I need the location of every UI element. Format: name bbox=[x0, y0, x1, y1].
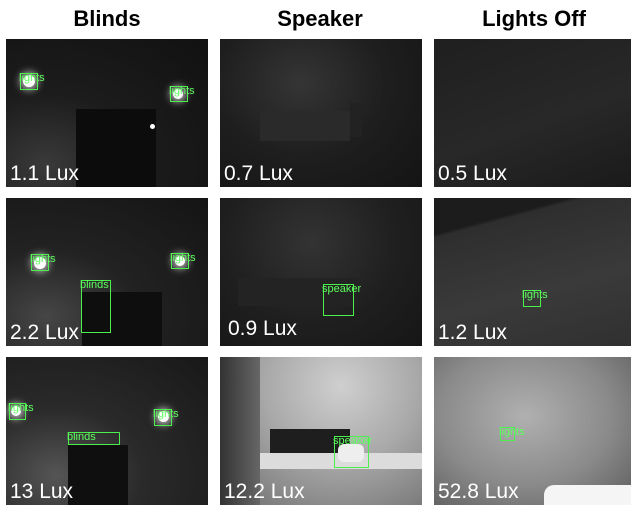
detection-label: lights bbox=[153, 408, 179, 420]
window-shape bbox=[76, 109, 156, 187]
light-glow bbox=[175, 256, 185, 266]
light-glow bbox=[150, 124, 155, 129]
light-glow bbox=[11, 406, 21, 416]
wall-shape bbox=[220, 357, 260, 505]
detection-box: lights bbox=[522, 289, 548, 307]
column-title-lights-off: Lights Off bbox=[482, 6, 586, 31]
detection-label: lights bbox=[19, 72, 45, 84]
lux-reading: 12.2 Lux bbox=[224, 480, 305, 503]
detection-label: lights bbox=[169, 85, 195, 97]
detection-box: lights bbox=[30, 253, 56, 271]
detection-box: lights bbox=[19, 72, 45, 90]
light-glow bbox=[34, 257, 46, 269]
image-tile-speaker-row2: speaker 0.9 Lux bbox=[220, 198, 422, 346]
lux-reading: 2.2 Lux bbox=[10, 321, 79, 344]
detection-label: blinds bbox=[67, 431, 96, 443]
detection-box: blinds bbox=[80, 279, 111, 333]
lux-reading: 0.9 Lux bbox=[228, 317, 297, 340]
bright-patch-shape bbox=[544, 485, 631, 505]
image-tile-blinds-row2: lights lights blinds 2.2 Lux bbox=[6, 198, 208, 346]
figure-shape bbox=[350, 103, 362, 137]
lux-reading: 0.5 Lux bbox=[438, 162, 507, 185]
light-glow bbox=[158, 411, 169, 422]
light-glow bbox=[173, 89, 183, 99]
furniture-shape bbox=[238, 278, 358, 306]
detection-box: speaker bbox=[322, 283, 361, 316]
detection-label: lights bbox=[30, 253, 56, 265]
lux-reading: 0.7 Lux bbox=[224, 162, 293, 185]
detection-box: lights bbox=[8, 402, 34, 420]
light-glow bbox=[23, 75, 35, 87]
detection-label: lights bbox=[499, 426, 525, 438]
lux-reading: 13 Lux bbox=[10, 480, 74, 503]
image-tile-lights-off-row3: lights 52.8 Lux bbox=[434, 357, 631, 505]
speaker-shape bbox=[338, 444, 364, 462]
image-tile-lights-off-row1: 0.5 Lux bbox=[434, 39, 631, 187]
column-title-blinds: Blinds bbox=[73, 6, 141, 31]
furniture-shape bbox=[270, 429, 350, 453]
detection-label: speaker bbox=[322, 283, 362, 295]
detection-label: lights bbox=[170, 252, 196, 264]
detection-box: lights bbox=[170, 252, 196, 269]
furniture-shape bbox=[260, 111, 350, 141]
window-shape bbox=[82, 292, 162, 346]
window-shape bbox=[68, 445, 128, 505]
detection-box: speaker bbox=[333, 435, 373, 468]
image-tile-blinds-row3: lights lights blinds 13 Lux bbox=[6, 357, 208, 505]
detection-box: blinds bbox=[67, 431, 120, 445]
lux-reading: 1.1 Lux bbox=[10, 162, 79, 185]
detection-label: lights bbox=[522, 289, 548, 301]
image-tile-speaker-row1: 0.7 Lux bbox=[220, 39, 422, 187]
image-tile-blinds-row1: lights lights 1.1 Lux bbox=[6, 39, 208, 187]
image-tile-speaker-row3: speaker 12.2 Lux bbox=[220, 357, 422, 505]
lux-reading: 1.2 Lux bbox=[438, 321, 507, 344]
detection-box: lights bbox=[499, 426, 525, 441]
detection-box: lights bbox=[153, 408, 179, 426]
detection-label: blinds bbox=[80, 279, 109, 291]
detection-label: lights bbox=[8, 402, 34, 414]
detection-box: lights bbox=[169, 85, 195, 102]
image-tile-lights-off-row2: lights 1.2 Lux bbox=[434, 198, 631, 346]
detection-label: speaker bbox=[333, 435, 373, 447]
column-title-speaker: Speaker bbox=[277, 6, 363, 31]
lux-reading: 52.8 Lux bbox=[438, 480, 519, 503]
